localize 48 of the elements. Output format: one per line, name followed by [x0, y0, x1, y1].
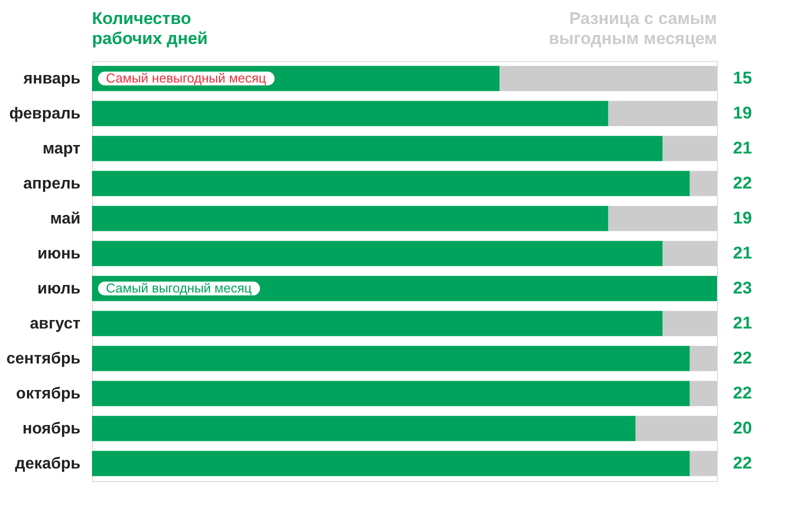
bar [92, 346, 690, 372]
bar [690, 170, 717, 196]
y-tick-label: июнь [38, 246, 81, 262]
bar [92, 100, 608, 126]
y-tick-label: июль [37, 280, 81, 298]
annotation: Самый выгодный месяц [106, 280, 252, 296]
data-label: 21 [733, 244, 752, 262]
bar [92, 240, 663, 266]
data-label: 20 [733, 418, 752, 438]
data-label: 19 [733, 208, 752, 228]
bar [662, 136, 717, 162]
bar [608, 206, 717, 232]
data-label: 22 [733, 454, 752, 472]
y-tick-label: февраль [9, 106, 81, 122]
data-label: 19 [733, 104, 752, 122]
bar [690, 450, 717, 476]
y-tick-label: апрель [23, 176, 81, 192]
bar [92, 206, 608, 232]
bar [608, 100, 717, 126]
data-label: 21 [733, 314, 752, 332]
bar [92, 310, 663, 336]
y-tick-label: ноябрь [22, 420, 81, 438]
annotation: Самый невыгодный месяц [106, 70, 267, 86]
bar [662, 310, 717, 336]
data-label: 15 [733, 68, 752, 88]
bar [690, 346, 717, 372]
data-label: 23 [733, 278, 752, 298]
y-tick-label: декабрь [15, 456, 81, 472]
bar [500, 66, 717, 92]
y-tick-label: сентябрь [6, 350, 81, 368]
y-tick-label: август [30, 316, 81, 332]
y-tick-label: октябрь [16, 386, 81, 402]
y-tick-label: март [42, 140, 81, 158]
series-label: Количество рабочих дней [92, 9, 208, 48]
data-label: 22 [733, 348, 752, 368]
bar [92, 170, 690, 196]
data-label: 22 [733, 174, 752, 192]
bar [92, 416, 636, 442]
bar [92, 450, 690, 476]
y-tick-label: январь [22, 70, 81, 88]
bar [92, 136, 663, 162]
bar [92, 380, 690, 406]
data-label: 21 [733, 138, 752, 158]
y-tick-label: май [50, 210, 80, 228]
bar [662, 240, 717, 266]
bar [635, 416, 717, 442]
bar [690, 380, 717, 406]
data-label: 22 [733, 384, 752, 402]
